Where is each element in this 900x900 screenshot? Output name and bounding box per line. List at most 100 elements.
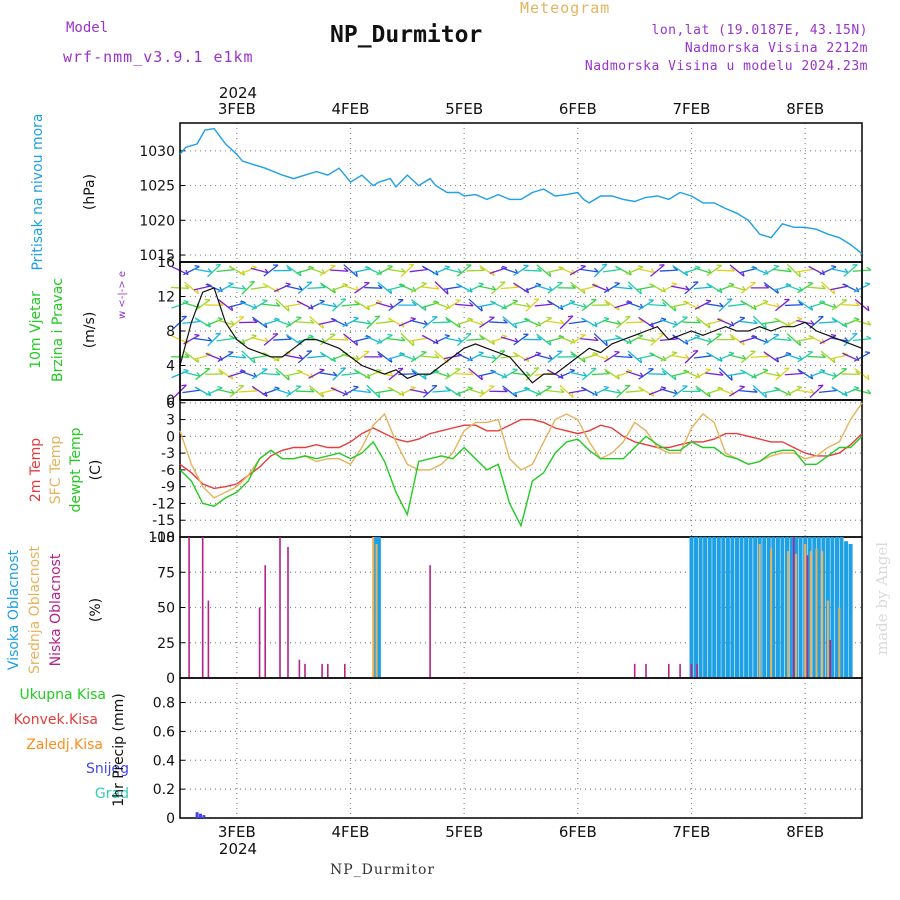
wind-arrow-head (353, 316, 359, 319)
wind-arrow-shaft (660, 319, 678, 326)
wind-arrow-shaft (796, 389, 815, 394)
wind-arrow (330, 267, 349, 272)
wind-arrow-shaft (229, 385, 245, 398)
wind-arrow-shaft (284, 285, 303, 291)
wind-arrow-shaft (535, 386, 552, 397)
wind-arrow-head (479, 335, 485, 340)
wind-arrow-shaft (534, 353, 553, 360)
wind-arrow-shaft (739, 267, 758, 274)
high-cloud-bar (748, 537, 753, 678)
wind-arrow-head (274, 386, 280, 390)
wind-arrow-shaft (295, 321, 315, 324)
pressure-unit-label: (hPa) (82, 174, 98, 210)
high-cloud-bar (785, 537, 789, 678)
wind-arrow-head (844, 268, 849, 273)
panel-frame (179, 677, 863, 819)
wind-arrow-head (491, 285, 497, 291)
wind-arrow-shaft (330, 338, 349, 341)
wind-arrow-shaft (695, 316, 711, 329)
panel-frame (179, 122, 863, 263)
wind-arrow-head (639, 357, 643, 363)
wind-arrow-head (298, 285, 303, 291)
wind-arrow (659, 266, 679, 272)
wind-arrow-shaft (432, 370, 451, 378)
wind-arrow-head (696, 372, 701, 378)
wind-arrow-head (821, 284, 826, 290)
bottom-date-label: 7FEB (673, 823, 711, 841)
wind-arrow-shaft (318, 302, 337, 308)
wind-arrow-head (467, 386, 473, 389)
wind-arrow (193, 268, 213, 273)
wind-arrow-head (796, 316, 803, 320)
wind-arrow-shaft (752, 384, 767, 398)
precip-legend-label: Snijeg (86, 761, 129, 777)
wind-arrow-shaft (763, 351, 779, 363)
wind-arrow-head (183, 299, 189, 303)
top-date-label: 3FEB (218, 100, 256, 118)
wind-arrow-head (503, 319, 508, 324)
wind-arrow-shaft (432, 321, 451, 324)
wind-arrow-head (319, 368, 325, 371)
wind-arrow-head (411, 370, 417, 375)
pressure-line (179, 127, 863, 255)
wind-arrow (195, 299, 211, 311)
y-tick-label: 4 (166, 359, 175, 375)
wind-arrow (320, 333, 336, 346)
y-tick-label: 0.4 (153, 753, 175, 769)
wind-arrow-shaft (375, 301, 394, 309)
wind-arrow-shaft (568, 371, 587, 377)
wind-arrow-shaft (364, 286, 383, 289)
wind-arrow-head (537, 267, 542, 272)
wind-arrow-head (480, 266, 485, 271)
high-cloud-bar (753, 537, 758, 678)
wind-arrow-shaft (797, 299, 813, 311)
wind-arrow (512, 386, 530, 395)
wind-arrow-head (616, 320, 622, 325)
wind-arrow (307, 284, 326, 290)
wind-arrow-shaft (626, 335, 644, 345)
wind-arrow (523, 267, 542, 272)
wind-arrow-shaft (477, 354, 496, 360)
wind-arrow-head (662, 355, 667, 362)
wind-arrow (318, 317, 337, 325)
wind-arrow (284, 369, 303, 377)
low-cloud-bar (633, 663, 636, 678)
bottom-date-label: 6FEB (559, 823, 597, 841)
wind-arrow-shaft (729, 264, 745, 277)
wind-arrow-shaft (432, 335, 450, 344)
wind-arrow-head (784, 298, 790, 301)
wind-arrow-head (321, 323, 324, 329)
low-cloud-bar (806, 555, 809, 678)
wind-arrow (261, 370, 281, 376)
wind-arrow (308, 299, 325, 310)
wind-arrow-head (458, 391, 461, 397)
wind-arrow (580, 336, 599, 342)
bottom-date-axis: 3FEB 4FEB 5FEB 6FEB 7FEB 8FEB 2024 (218, 823, 824, 858)
wind-arrow (512, 317, 531, 326)
wind-arrow-head (855, 355, 860, 361)
wind-arrow-shaft (637, 354, 655, 360)
wind-arrow (728, 316, 746, 328)
wind-arrow-head (626, 369, 633, 372)
wind-arrow-shaft (376, 265, 393, 276)
wind-arrow-head (364, 350, 370, 353)
wind-arrow-head (500, 281, 506, 284)
wind-arrow (455, 370, 474, 376)
wind-arrow-head (650, 337, 656, 342)
wind-arrow-shaft (762, 320, 781, 325)
wind-arrow-head (309, 388, 315, 393)
wind-arrow (432, 318, 451, 324)
wind-arrow (706, 333, 722, 346)
wind-arrow-shaft (250, 286, 269, 290)
wind-arrow-shaft (216, 269, 235, 273)
wind-arrow-head (457, 268, 463, 274)
wind-arrow (263, 264, 279, 277)
high-cloud-bar (373, 537, 378, 678)
low-cloud-bar (679, 663, 681, 678)
wind-arrow (422, 384, 438, 398)
wind-arrow-head (843, 352, 849, 356)
wind-arrow-head (593, 283, 599, 287)
wind-arrow-shaft (773, 338, 792, 342)
wind-arrow (388, 299, 404, 312)
wind-arrow-head (491, 354, 497, 359)
